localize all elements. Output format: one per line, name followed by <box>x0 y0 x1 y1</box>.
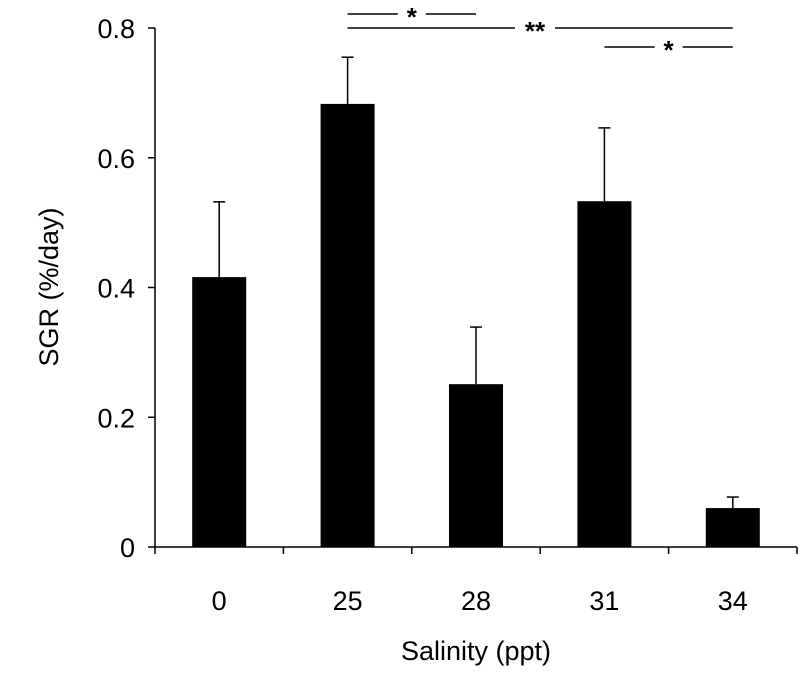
bar-25 <box>320 103 375 547</box>
y-tick-label: 0.6 <box>97 144 135 174</box>
significance-label: ** <box>525 16 546 46</box>
y-tick-label: 0.2 <box>97 403 135 433</box>
x-tick-label: 25 <box>333 586 363 616</box>
significance-label: * <box>664 35 675 65</box>
y-tick-label: 0 <box>120 533 135 563</box>
bar-28 <box>449 384 503 547</box>
x-tick-label: 28 <box>461 586 491 616</box>
x-tick-label: 0 <box>212 586 227 616</box>
x-axis-label: Salinity (ppt) <box>401 636 551 666</box>
x-tick-label: 34 <box>718 586 748 616</box>
significance-label: * <box>407 2 418 32</box>
bar-0 <box>192 277 247 547</box>
y-tick-label: 0.8 <box>97 14 135 44</box>
bar-31 <box>577 201 632 547</box>
y-tick-label: 0.4 <box>97 274 135 304</box>
x-tick-label: 31 <box>589 586 619 616</box>
y-axis-label: SGR (%/day) <box>34 207 64 366</box>
bar-34 <box>705 508 760 547</box>
